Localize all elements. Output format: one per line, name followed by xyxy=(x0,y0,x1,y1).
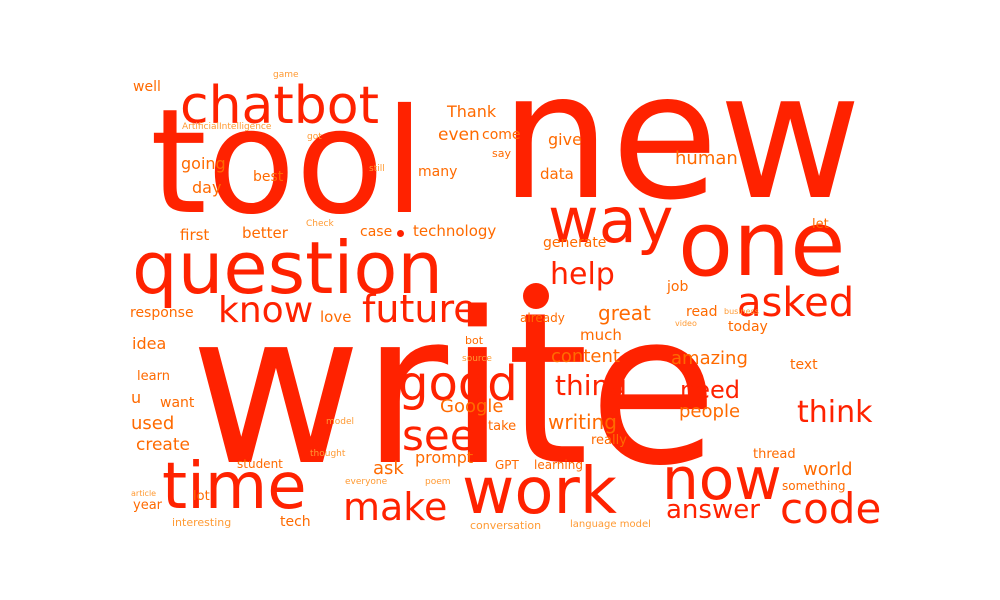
word-future: future xyxy=(362,287,477,331)
word-ask: ask xyxy=(373,458,404,479)
word-many: many xyxy=(418,164,458,180)
word-people: people xyxy=(679,401,741,422)
word-work: work xyxy=(462,455,617,529)
word-see: see xyxy=(402,411,476,460)
word-learn: learn xyxy=(137,369,170,384)
word-text: text xyxy=(790,357,818,373)
word-help: help xyxy=(550,257,615,292)
word-lot: lot xyxy=(193,489,210,504)
word-student: student xyxy=(237,457,283,471)
word-time: time xyxy=(162,450,307,524)
word-way: way xyxy=(548,184,674,257)
word-answer: answer xyxy=(666,495,760,525)
word-video: video xyxy=(675,319,697,328)
word-make: make xyxy=(343,485,448,529)
word-artificialintelligence: ArtificialIntelligence xyxy=(182,122,272,132)
word-new: new xyxy=(500,36,862,239)
word-let: let xyxy=(812,217,829,232)
word-technology: technology xyxy=(413,222,497,240)
word-amazing: amazing xyxy=(671,348,748,369)
word-code: code xyxy=(780,484,882,533)
word-got: got xyxy=(307,132,322,142)
word-chatbot: chatbot xyxy=(180,76,380,136)
word-learning: learning xyxy=(534,458,583,472)
word-gpt: GPT xyxy=(495,458,519,472)
word-one: one xyxy=(678,192,846,297)
word-need: need xyxy=(680,376,740,404)
word-world: world xyxy=(803,459,853,480)
word-tech: tech xyxy=(280,514,311,530)
word-source: source xyxy=(462,354,492,364)
word-bot: bot xyxy=(465,334,484,347)
word-question: question xyxy=(132,226,444,310)
word-case: case xyxy=(360,224,393,240)
word-poem: poem xyxy=(425,477,451,487)
word-business: business xyxy=(724,307,759,316)
word-human: human xyxy=(675,148,738,169)
word-generate: generate xyxy=(543,235,607,251)
word-better: better xyxy=(242,224,288,242)
word-idea: idea xyxy=(132,334,167,353)
word-data: data xyxy=(540,165,574,183)
word-u: u xyxy=(131,388,142,407)
word-prompt: prompt xyxy=(415,448,474,467)
word-come: come xyxy=(482,127,521,143)
word-really: really xyxy=(591,433,627,448)
word-good: good xyxy=(398,356,518,412)
word-thought: thought xyxy=(310,449,346,459)
word-response: response xyxy=(130,305,194,321)
word-first: first xyxy=(180,226,210,244)
word-create: create xyxy=(136,435,190,455)
word-year: year xyxy=(133,498,163,513)
word-write: write xyxy=(190,267,718,512)
word-think: think xyxy=(797,395,873,430)
word-great: great xyxy=(598,301,651,325)
word-best: best xyxy=(253,169,284,185)
word-game: game xyxy=(273,70,299,80)
word-much: much xyxy=(580,326,622,344)
word-article: article xyxy=(131,489,157,498)
word-job: job xyxy=(667,279,689,295)
word-thank: Thank xyxy=(447,102,497,121)
word-used: used xyxy=(131,413,175,434)
word-thread: thread xyxy=(753,447,796,462)
word-already: already xyxy=(520,311,565,325)
word-check: Check xyxy=(306,219,334,229)
word-conversation: conversation xyxy=(470,519,542,532)
word-model: model xyxy=(326,417,355,427)
word-writing: writing xyxy=(548,410,617,434)
word-content: content xyxy=(551,346,620,367)
word-today: today xyxy=(728,319,768,335)
word-still: still xyxy=(369,164,385,174)
word-asked: asked xyxy=(737,280,855,326)
word-know: know xyxy=(218,290,314,331)
word-everyone: everyone xyxy=(345,477,388,487)
word-love: love xyxy=(320,308,352,326)
word-day: day xyxy=(192,178,222,197)
word-take: take xyxy=(488,419,517,434)
word-read: read xyxy=(686,304,718,320)
dot-large xyxy=(523,283,549,309)
word-say: say xyxy=(492,147,511,160)
word-tool: tool xyxy=(150,78,425,247)
word-well: well xyxy=(133,79,161,95)
word-going: going xyxy=(181,154,226,173)
word-now: now xyxy=(662,445,782,513)
word-give: give xyxy=(548,130,582,149)
word-thing: thing xyxy=(555,369,628,402)
word-want: want xyxy=(160,395,195,411)
word-google: Google xyxy=(440,396,504,417)
dot-small xyxy=(397,230,404,237)
word-even: even xyxy=(438,125,480,145)
word-language-model: language model xyxy=(570,519,651,530)
word-something: something xyxy=(782,479,846,493)
word-interesting: interesting xyxy=(172,516,232,529)
